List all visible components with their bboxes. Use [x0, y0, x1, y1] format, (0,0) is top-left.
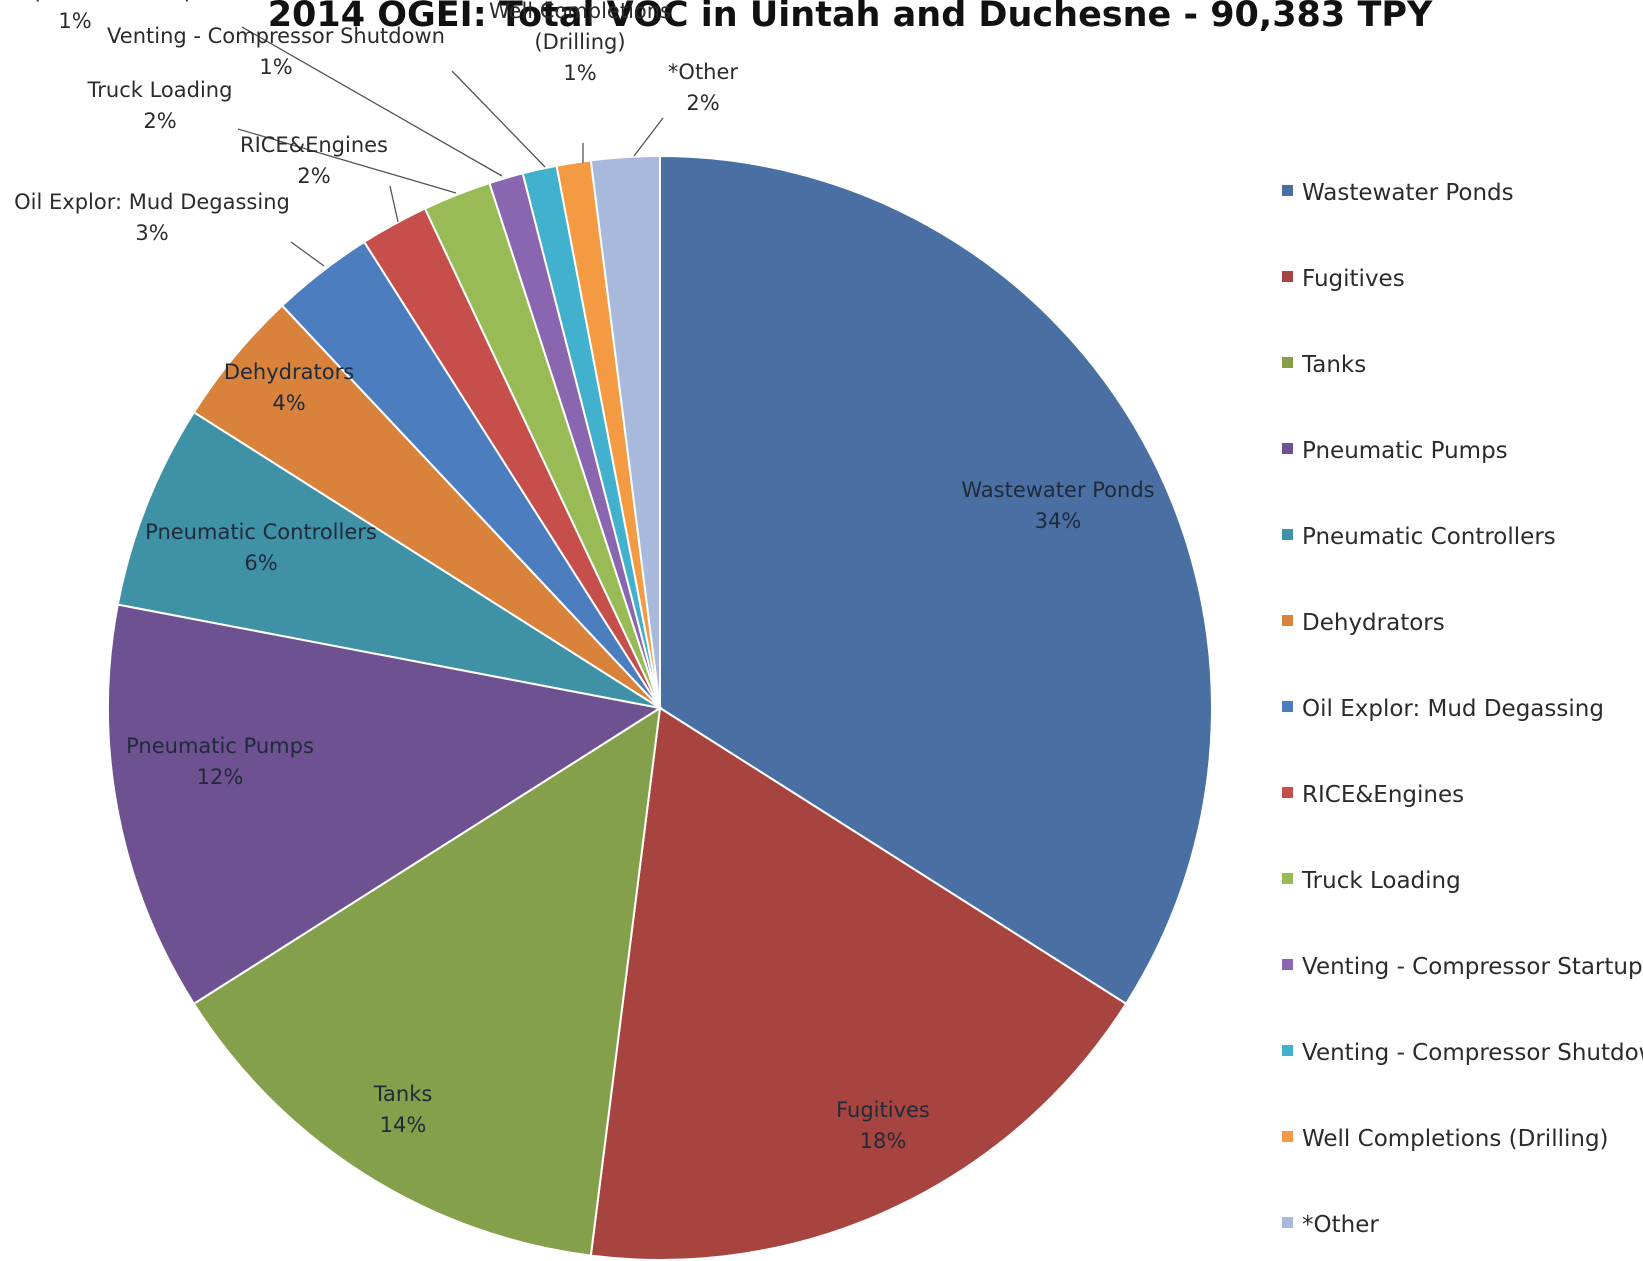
- leader-line-venting-compressor-startup: [241, 26, 503, 177]
- pie-slices: [107, 154, 1213, 1261]
- legend-label-rice-engines: RICE&Engines: [1302, 782, 1464, 808]
- slice-label-venting-compressor-startup: g - Compressor Startup1%: [0, 0, 197, 33]
- pie-slice-fugitives: [589, 706, 1128, 1261]
- legend-label-dehydrators: Dehydrators: [1302, 610, 1445, 636]
- legend-label-venting-compressor-startup: Venting - Compressor Startup: [1302, 954, 1643, 980]
- slice-label-other: *Other 2%: [668, 60, 738, 115]
- leader-line-other: [633, 117, 664, 157]
- leader-line-oil-explor-mud-degassing: [290, 241, 325, 267]
- legend: Wastewater Ponds Fugitives Tanks Pneumatic …: [1282, 180, 1643, 1238]
- slice-label-oil-explor-mud-degassing: Oil Explor: Mud Degassing 3%: [14, 190, 290, 245]
- slice-label-rice-engines: RICE&Engines 2%: [240, 133, 388, 188]
- pie-slice-pneumatic-controllers: [116, 410, 661, 709]
- slice-label-wastewater-ponds: Wastewater Ponds 34%: [961, 478, 1154, 533]
- legend-label-oil-explor-mud-degassing: Oil Explor: Mud Degassing: [1302, 696, 1604, 722]
- slice-label-truck-loading: Truck Loading 2%: [87, 78, 233, 133]
- legend-swatch-truck-loading: [1282, 873, 1293, 884]
- slice-label-dehydrators: Dehydrators 4%: [224, 360, 354, 415]
- chart-title: 2014 OGEI: Total VOC in Uintah and Duche…: [268, 0, 1433, 35]
- legend-swatch-wastewater-ponds: [1282, 185, 1293, 196]
- pie-slice-pneumatic-pumps: [107, 603, 663, 1006]
- legend-swatch-other: [1282, 1217, 1293, 1228]
- legend-swatch-tanks: [1282, 357, 1293, 368]
- legend-swatch-pneumatic-controllers: [1282, 529, 1293, 540]
- leader-line-rice-engines: [389, 185, 399, 223]
- legend-label-truck-loading: Truck Loading: [1301, 868, 1461, 894]
- legend-swatch-oil-explor-mud-degassing: [1282, 701, 1293, 712]
- slice-label-venting-compressor-shutdown: Venting - Compressor Shutdown 1%: [107, 24, 445, 79]
- leader-line-truck-loading: [237, 128, 457, 194]
- leader-lines: [237, 26, 664, 267]
- pie-slice-other: [589, 154, 661, 709]
- pie-slice-wastewater-ponds: [659, 154, 1213, 1006]
- legend-label-tanks: Tanks: [1301, 352, 1366, 378]
- slice-label-pneumatic-controllers: Pneumatic Controllers 6%: [145, 520, 377, 575]
- slice-labels: Wastewater Ponds 34% Fugitives 18% Tanks 14% P…: [0, 0, 1155, 1153]
- legend-swatch-well-completions-drilling: [1282, 1131, 1293, 1142]
- leader-line-venting-compressor-shutdown: [451, 70, 546, 168]
- legend-label-wastewater-ponds: Wastewater Ponds: [1302, 180, 1514, 206]
- slice-label-well-completions-drilling: Well Completions (Drilling) 1%: [489, 0, 671, 85]
- legend-label-pneumatic-pumps: Pneumatic Pumps: [1302, 438, 1508, 464]
- legend-label-fugitives: Fugitives: [1302, 266, 1405, 292]
- legend-label-pneumatic-controllers: Pneumatic Controllers: [1302, 524, 1556, 550]
- legend-swatch-dehydrators: [1282, 615, 1293, 626]
- legend-swatch-fugitives: [1282, 271, 1293, 282]
- slice-label-fugitives: Fugitives 18%: [836, 1098, 930, 1153]
- pie-slice-tanks: [192, 706, 662, 1257]
- slice-label-pneumatic-pumps: Pneumatic Pumps 12%: [126, 734, 314, 789]
- legend-label-well-completions-drilling: Well Completions (Drilling): [1302, 1126, 1609, 1152]
- legend-swatch-rice-engines: [1282, 787, 1293, 798]
- legend-swatch-venting-compressor-startup: [1282, 959, 1293, 970]
- legend-swatch-venting-compressor-shutdown: [1282, 1045, 1293, 1056]
- slice-label-tanks: Tanks 14%: [373, 1082, 433, 1137]
- legend-label-other: *Other: [1302, 1212, 1379, 1238]
- legend-swatch-pneumatic-pumps: [1282, 443, 1293, 454]
- legend-label-venting-compressor-shutdown: Venting - Compressor Shutdown: [1302, 1040, 1643, 1066]
